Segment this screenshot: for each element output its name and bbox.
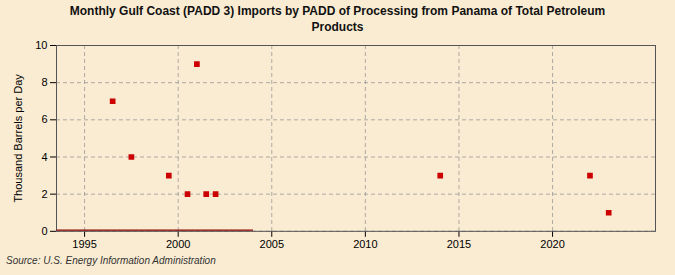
svg-text:8: 8 [41,76,47,88]
svg-text:2015: 2015 [447,238,471,250]
svg-text:10: 10 [35,39,47,51]
svg-text:0: 0 [41,225,47,237]
svg-text:2000: 2000 [166,238,190,250]
html-text:Source: U.S. Energy Informatio: Source: U.S. Energy Information Administ… [6,255,216,266]
svg-text:2005: 2005 [260,238,284,250]
svg-text:4: 4 [41,151,47,163]
svg-text:2010: 2010 [353,238,377,250]
svg-text:1995: 1995 [72,238,96,250]
html-text:Monthly Gulf Coast (PADD 3) Im: Monthly Gulf Coast (PADD 3) Imports by P… [69,4,606,34]
svg-text:Thousand Barrels per Day: Thousand Barrels per Day [12,74,24,203]
svg-text:6: 6 [41,114,47,126]
svg-text:2: 2 [41,188,47,200]
svg-text:2020: 2020 [540,238,564,250]
